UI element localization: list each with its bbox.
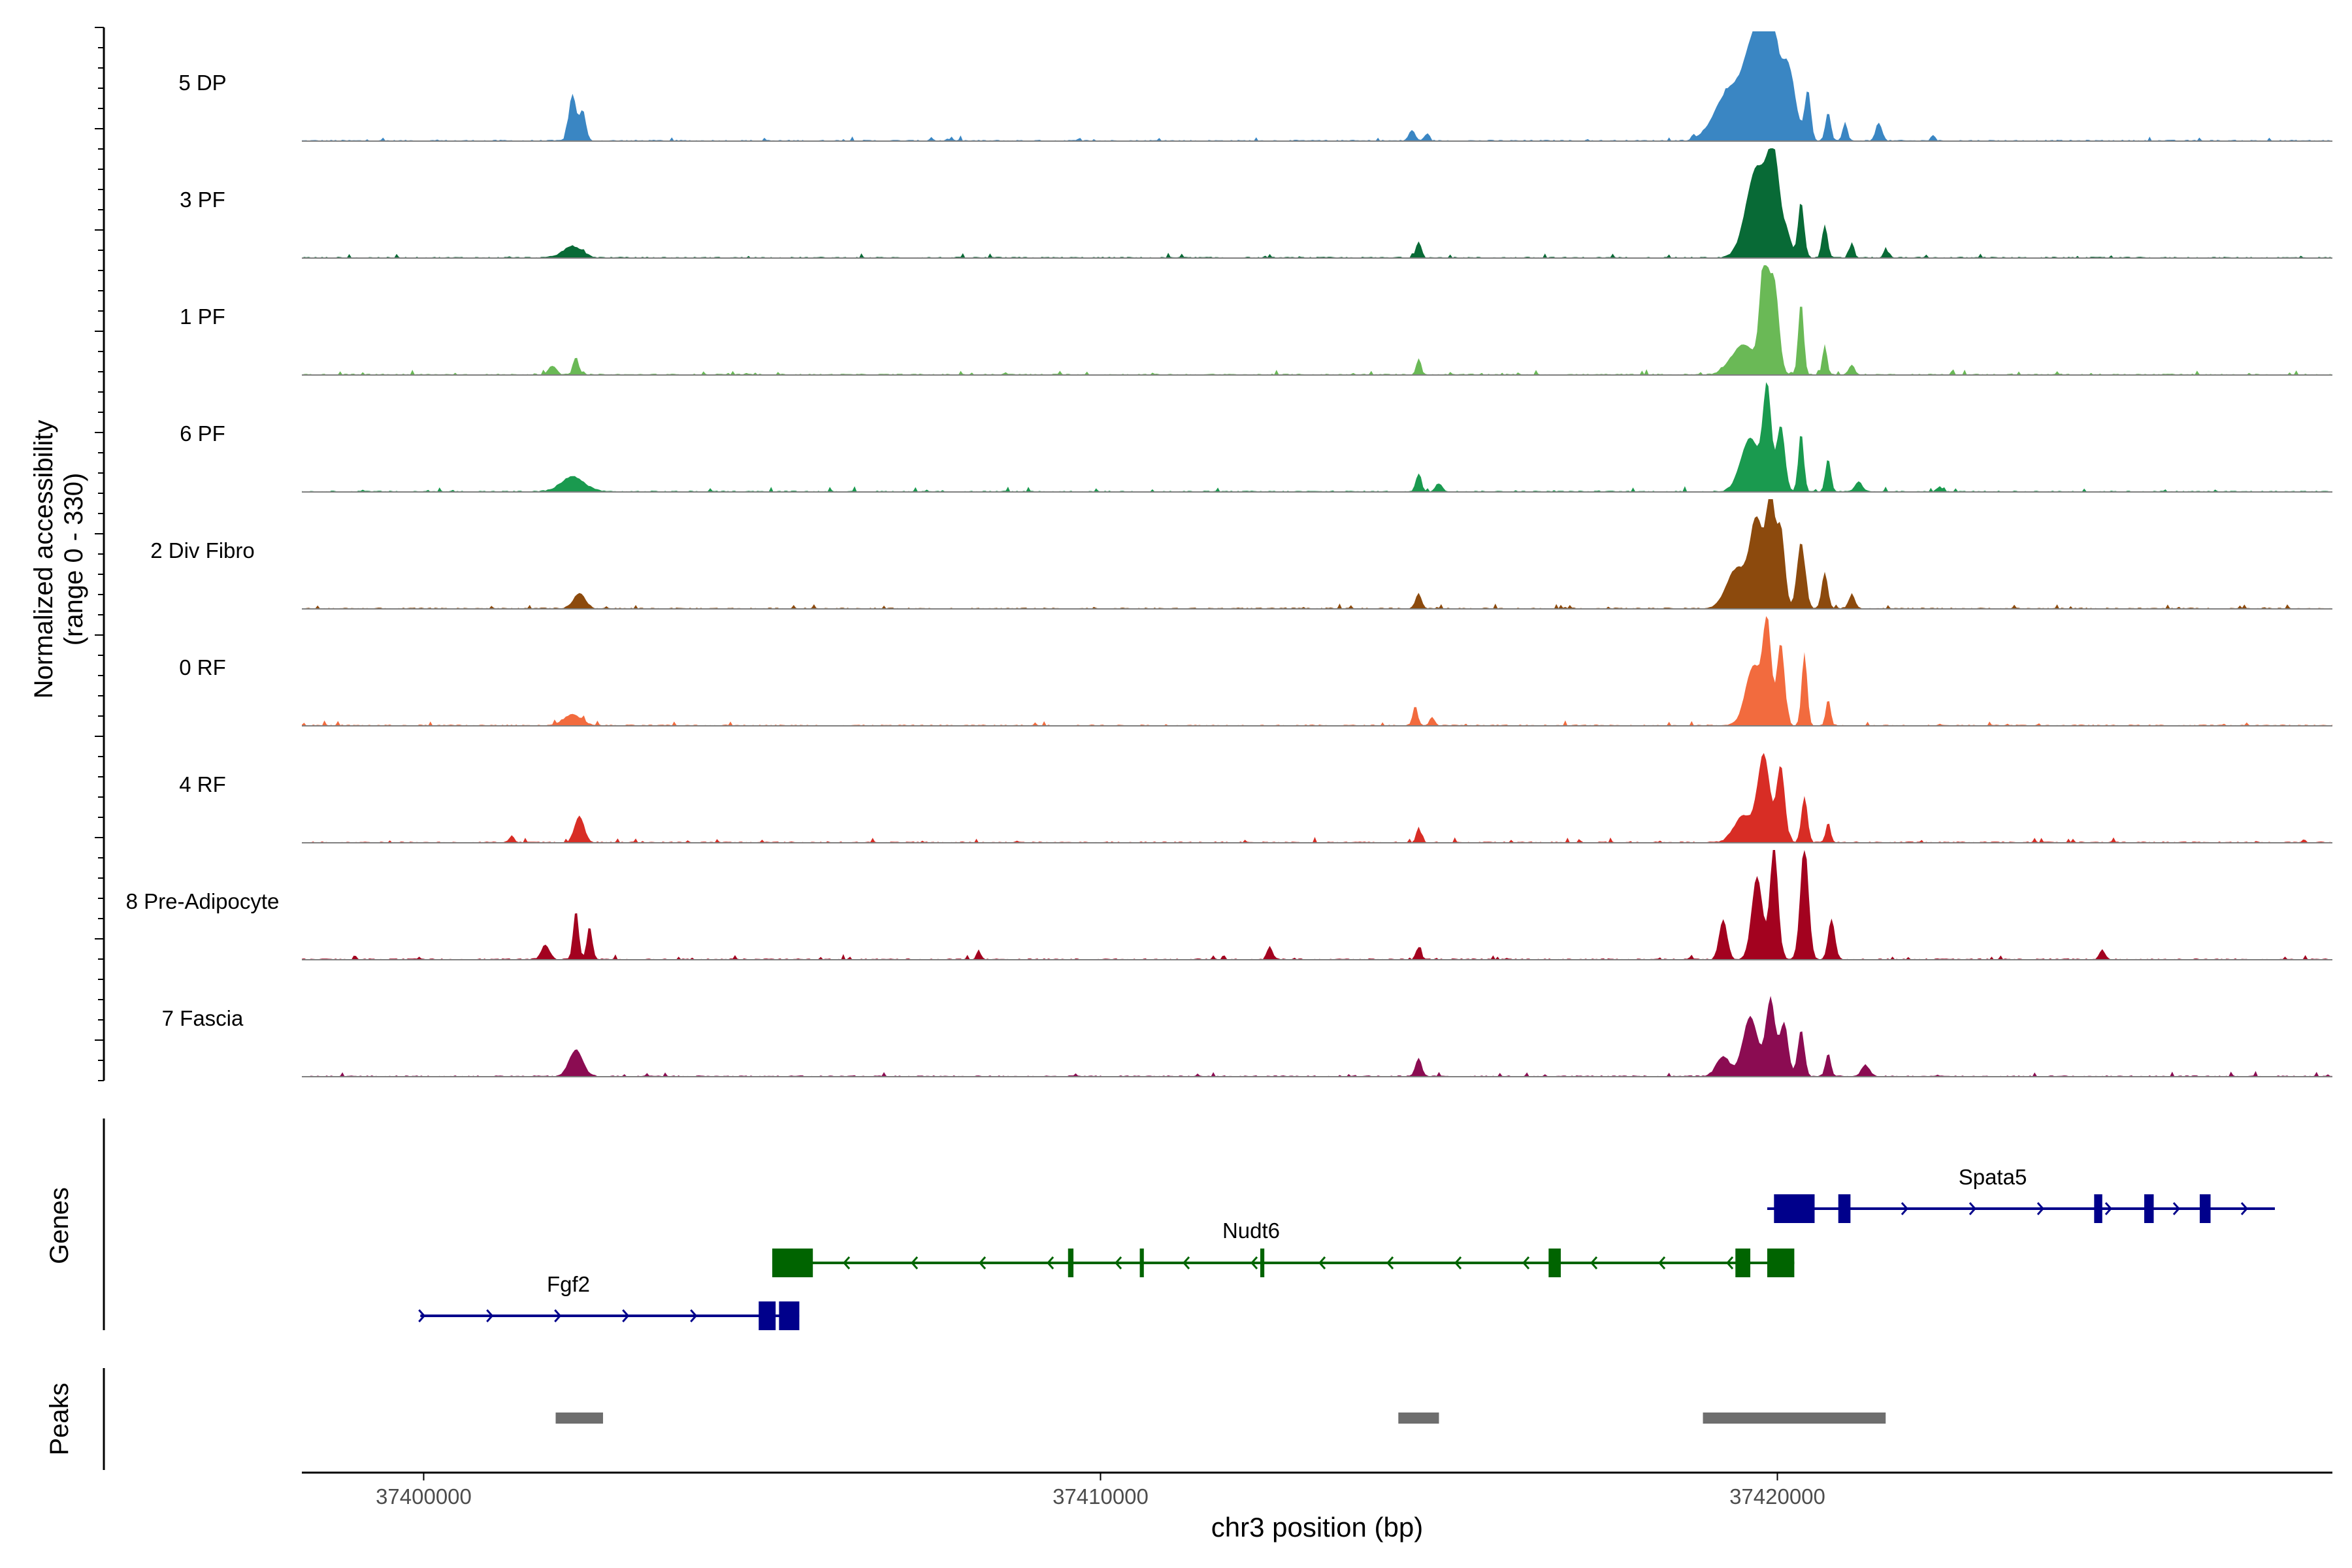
x-tick-label: 37400000 (376, 1484, 472, 1509)
gene-label: Fgf2 (547, 1272, 590, 1296)
track-label: 1 PF (180, 304, 225, 329)
gene-label: Nudt6 (1222, 1218, 1280, 1243)
coverage-area (302, 265, 2332, 375)
x-tick-label: 37410000 (1053, 1484, 1149, 1509)
strand-arrow (554, 1309, 562, 1322)
coverage-y-ticks (95, 27, 104, 1081)
track-label: 3 PF (180, 188, 225, 212)
strand-arrow (486, 1309, 494, 1322)
x-axis-ticks: 37400000 37410000 37420000 (376, 1473, 1825, 1509)
genes-panel-label: Genes (45, 1187, 74, 1264)
gene-exon (2144, 1194, 2154, 1223)
coverage-track: 7 Fascia (162, 996, 2332, 1077)
track-label: 5 DP (178, 71, 226, 95)
x-axis: 37400000 37410000 37420000 chr3 position (… (302, 1471, 2332, 1543)
strand-arrow (1901, 1202, 1908, 1215)
peaks-panel-label: Peaks (45, 1382, 74, 1455)
gene-exon (1767, 1249, 1795, 1277)
coverage-tracks: 5 DP 3 PF 1 PF 6 PF 2 Div Fibro 0 RF 4 RF 8 Pre… (126, 31, 2332, 1077)
strand-arrow (1658, 1256, 1666, 1269)
strand-arrow (2036, 1202, 2044, 1215)
strand-arrow (1047, 1256, 1054, 1269)
strand-arrow (622, 1309, 630, 1322)
strand-arrow (1386, 1256, 1394, 1269)
coverage-track: 1 PF (180, 265, 2332, 376)
gene-model: Nudt6 (772, 1218, 1795, 1277)
track-label: 0 RF (179, 655, 226, 679)
strand-arrow (843, 1256, 851, 1269)
strand-arrow (1590, 1256, 1598, 1269)
coverage-track: 3 PF (180, 148, 2332, 259)
gene-exon (1548, 1249, 1561, 1277)
strand-arrow (911, 1256, 919, 1269)
gene-exon (772, 1249, 813, 1277)
peaks-panel: Peaks (45, 1368, 1886, 1470)
gene-exon (1735, 1249, 1751, 1277)
gene-exon (2199, 1194, 2211, 1223)
gene-exon (1838, 1194, 1851, 1223)
track-label: 4 RF (179, 772, 226, 796)
track-label: 7 Fascia (162, 1006, 244, 1030)
strand-arrow (1726, 1256, 1734, 1269)
peak-region (555, 1413, 604, 1424)
strand-arrow (1454, 1256, 1462, 1269)
peak-regions (555, 1413, 1886, 1424)
genes-panel: Genes Fgf2 Nudt6 Spata5 (45, 1119, 2275, 1330)
gene-exon (779, 1301, 800, 1330)
track-label: 2 Div Fibro (150, 538, 255, 563)
coverage-area (302, 148, 2332, 258)
strand-arrow (1968, 1202, 1976, 1215)
gene-label: Spata5 (1959, 1165, 2027, 1189)
strand-arrow (1250, 1256, 1258, 1269)
coverage-track: 5 DP (178, 31, 2332, 142)
strand-arrow (2240, 1202, 2248, 1215)
strand-arrow (1115, 1256, 1122, 1269)
gene-models: Fgf2 Nudt6 Spata5 (418, 1165, 2275, 1330)
coverage-track: 2 Div Fibro (150, 499, 2332, 610)
gene-model: Spata5 (1767, 1165, 2275, 1223)
coverage-track: 0 RF (179, 616, 2332, 727)
gene-exon (2094, 1194, 2102, 1223)
strand-arrow (1522, 1256, 1530, 1269)
strand-arrow (979, 1256, 987, 1269)
track-label: 8 Pre-Adipocyte (126, 889, 280, 913)
strand-arrow (690, 1309, 698, 1322)
coverage-area (302, 499, 2332, 609)
peak-region (1398, 1413, 1439, 1424)
coverage-track: 4 RF (179, 753, 2332, 843)
peak-region (1703, 1413, 1886, 1424)
x-axis-label: chr3 position (bp) (1211, 1512, 1424, 1543)
x-tick-label: 37420000 (1729, 1484, 1825, 1509)
coverage-track: 8 Pre-Adipocyte (126, 850, 2332, 960)
gene-exon (1260, 1249, 1265, 1277)
coverage-track: 6 PF (180, 382, 2332, 493)
y-axis-label: Normalized accessibility (29, 420, 58, 699)
y-axis-range-label: (range 0 - 330) (59, 473, 88, 646)
strand-arrow (1318, 1256, 1326, 1269)
gene-exon (1774, 1194, 1815, 1223)
strand-arrow (2172, 1202, 2180, 1215)
strand-arrow (418, 1309, 426, 1322)
strand-arrow (1183, 1256, 1190, 1269)
gene-exon (1139, 1249, 1144, 1277)
strand-arrow (2104, 1202, 2112, 1215)
track-label: 6 PF (180, 421, 225, 446)
gene-exon (1068, 1249, 1074, 1277)
gene-model: Fgf2 (418, 1272, 800, 1330)
gene-exon (759, 1301, 776, 1330)
coverage-panel: 5 DP 3 PF 1 PF 6 PF 2 Div Fibro 0 RF 4 RF 8 Pre… (29, 27, 2332, 1081)
